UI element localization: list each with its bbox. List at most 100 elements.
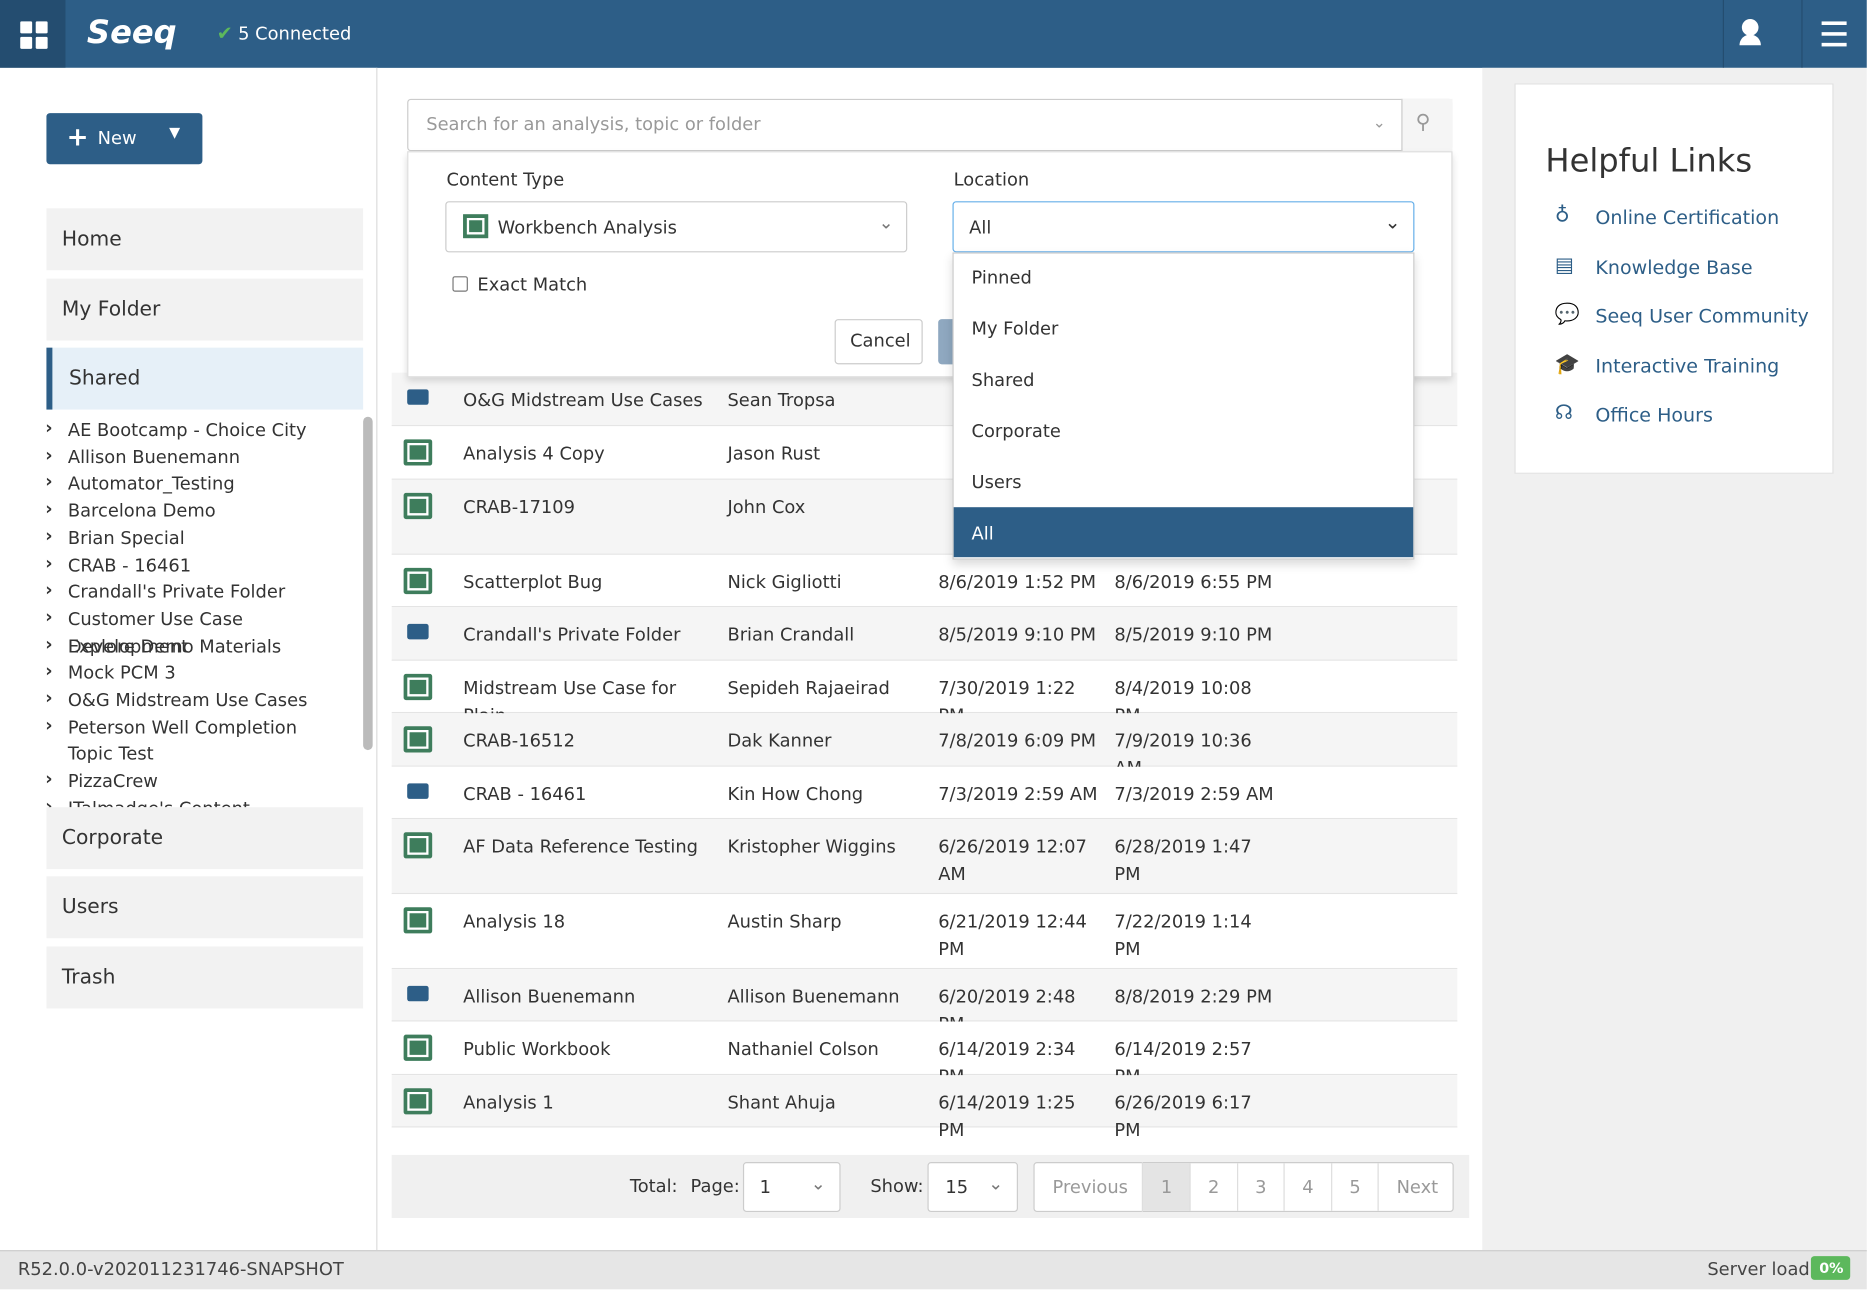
dropdown-option[interactable]: Shared [971,369,1035,391]
user-button[interactable] [1722,0,1802,68]
previous-label[interactable]: Previous [1052,1176,1128,1198]
link[interactable]: Office Hours [1595,404,1713,427]
cancel-button[interactable] [834,319,923,365]
page-button[interactable] [1142,1163,1191,1211]
nav-item[interactable] [46,946,364,1009]
folder-item[interactable]: ›JTalmadge's Content [36,795,346,807]
nav-item[interactable] [46,208,364,271]
location-select[interactable] [952,201,1415,253]
checkbox[interactable] [452,276,468,292]
page-button[interactable] [1237,1163,1285,1211]
link[interactable]: Knowledge Base [1595,255,1753,279]
folder-label[interactable]: Automator_Testing [67,473,235,495]
table-row[interactable] [391,660,1458,714]
folder-label[interactable]: Peterson Well Completion Topic Test [67,716,298,765]
folder-item[interactable]: › Crandall's Private Folder [36,579,346,606]
folder-item[interactable]: › O&G Midstream Use Cases [36,687,346,714]
folder-label[interactable]: Barcelona Demo [67,500,216,522]
folder-item[interactable]: › PizzaCrew [36,768,346,795]
next-label[interactable]: Next [1396,1176,1439,1198]
nav-label[interactable]: Shared [69,366,141,391]
nav-label[interactable]: Trash [61,965,116,990]
connection-status[interactable]: 5 Connected [238,22,352,45]
page-number[interactable]: 3 [1255,1176,1267,1198]
folder-item[interactable]: › CRAB - 16461 [36,552,346,579]
table-row[interactable] [391,1075,1458,1128]
link[interactable]: Online Certification [1595,205,1780,229]
table-row[interactable] [391,607,1458,661]
dropdown-option[interactable]: Corporate [971,420,1061,442]
show-select[interactable] [927,1162,1018,1213]
page-number[interactable]: 2 [1207,1176,1220,1198]
folder-label[interactable]: PizzaCrew [67,770,158,792]
dropdown-option[interactable]: My Folder [971,317,1059,340]
page-number[interactable]: 5 [1349,1176,1361,1198]
nav-item[interactable] [46,807,364,870]
folder-label[interactable]: Customer Use Case Development [67,608,244,657]
content-type-select[interactable] [445,201,908,253]
folder-item[interactable]: › Explore Demo Materials [36,633,346,660]
table-row[interactable] [391,894,1458,970]
nav-item[interactable] [46,278,364,341]
content-type-value[interactable]: Workbench Analysis [497,216,677,239]
link[interactable]: Interactive Training [1595,354,1780,378]
folder-item[interactable]: › Automator_Testing [36,471,346,498]
nav-label[interactable]: Home [61,227,122,252]
new-button[interactable] [46,113,203,165]
folder-item[interactable]: › AE Bootcamp - Choice City [36,417,346,444]
folder-label[interactable]: Crandall's Private Folder [67,581,286,603]
search-button[interactable] [1401,98,1453,152]
folder-label[interactable]: CRAB - 16461 [67,554,192,576]
table-row[interactable] [391,969,1458,1022]
dropdown-option[interactable]: Pinned [971,266,1032,289]
folder-item[interactable]: › Barcelona Demo [36,498,346,525]
folder-item[interactable]: › Brian Special [36,525,346,552]
previous-button[interactable] [1033,1162,1143,1213]
folder-label[interactable]: JTalmadge's Content [68,795,345,807]
table-row[interactable] [391,713,1458,767]
table-row[interactable] [391,1021,1458,1076]
search-placeholder[interactable]: Search for an analysis, topic or folder [426,113,761,135]
table-cell: 8/8/2019 2:29 PM [1114,985,1273,1008]
folder-label[interactable]: Mock PCM 3 [67,662,176,684]
new-label[interactable]: New [97,127,137,149]
search-box[interactable] [407,98,1453,152]
page-button[interactable] [1332,1163,1380,1211]
folder-label[interactable]: Explore Demo Materials [67,635,282,657]
table-cell: 8/5/2019 9:10 PM [938,623,1097,646]
show-value[interactable]: 15 [945,1176,969,1198]
analysis-icon [403,832,433,859]
exact-match-label[interactable]: Exact Match [477,273,588,296]
nav-label[interactable]: Corporate [61,826,164,851]
location-value[interactable]: All [969,216,992,239]
folder-item[interactable]: › Customer Use Case Development [36,606,346,660]
nav-item[interactable] [46,876,364,939]
folder-item[interactable]: › Peterson Well Completion Topic Test [36,714,346,768]
page-button[interactable] [1190,1163,1238,1211]
table-row[interactable] [391,554,1458,608]
nav-label[interactable]: My Folder [61,297,161,322]
nav-label[interactable]: Users [61,895,119,920]
table-row[interactable] [391,766,1458,820]
page-select[interactable] [742,1162,841,1213]
folder-label[interactable]: Brian Special [67,527,185,549]
folder-label[interactable]: O&G Midstream Use Cases [67,689,308,711]
page-button[interactable] [1284,1163,1333,1211]
search-icon: ⚲ [1415,110,1431,135]
folder-label[interactable]: AE Bootcamp - Choice City [67,419,307,441]
table-row[interactable] [391,819,1458,895]
nav-item[interactable] [46,347,364,410]
page-number[interactable]: 4 [1302,1176,1314,1198]
folder-item[interactable]: › Mock PCM 3 [36,660,346,687]
folder-item[interactable]: › Allison Buenemann [36,444,346,471]
folder-label[interactable]: Allison Buenemann [67,446,241,468]
link[interactable]: Seeq User Community [1595,305,1809,328]
dropdown-option[interactable]: All [971,522,994,545]
cancel-label[interactable]: Cancel [850,329,911,352]
table-cell: Analysis 18 [463,910,566,933]
page-number[interactable]: 1 [1160,1176,1173,1198]
page-value[interactable]: 1 [759,1176,771,1198]
menu-button[interactable] [1801,0,1866,68]
apps-button[interactable] [0,0,66,68]
dropdown-option[interactable]: Users [971,471,1022,493]
